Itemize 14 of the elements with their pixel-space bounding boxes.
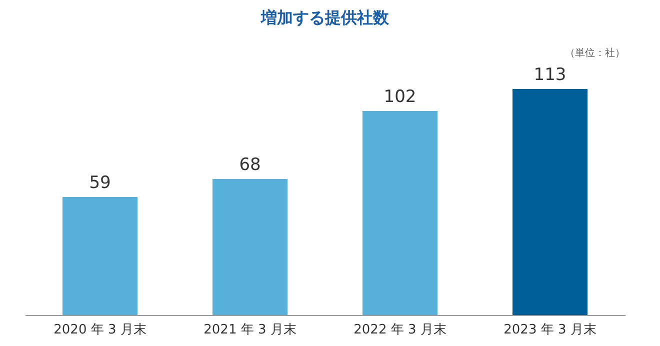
data-label: 59 <box>89 173 111 193</box>
bar <box>212 179 288 315</box>
bar <box>512 89 588 315</box>
bar <box>62 197 138 315</box>
x-tick-label: 2020 年 3 月末 <box>54 322 146 338</box>
x-tick-label: 2021 年 3 月末 <box>204 322 296 338</box>
text: （単位：社） <box>565 47 625 59</box>
x-tick-label: 2023 年 3 月末 <box>504 322 596 338</box>
chart-title: 増加する提供社数 <box>260 8 390 27</box>
data-label: 113 <box>534 65 566 85</box>
x-tick-label: 2022 年 3 月末 <box>354 322 446 338</box>
bar <box>362 111 438 315</box>
data-label: 68 <box>239 155 261 175</box>
data-label: 102 <box>384 87 416 107</box>
